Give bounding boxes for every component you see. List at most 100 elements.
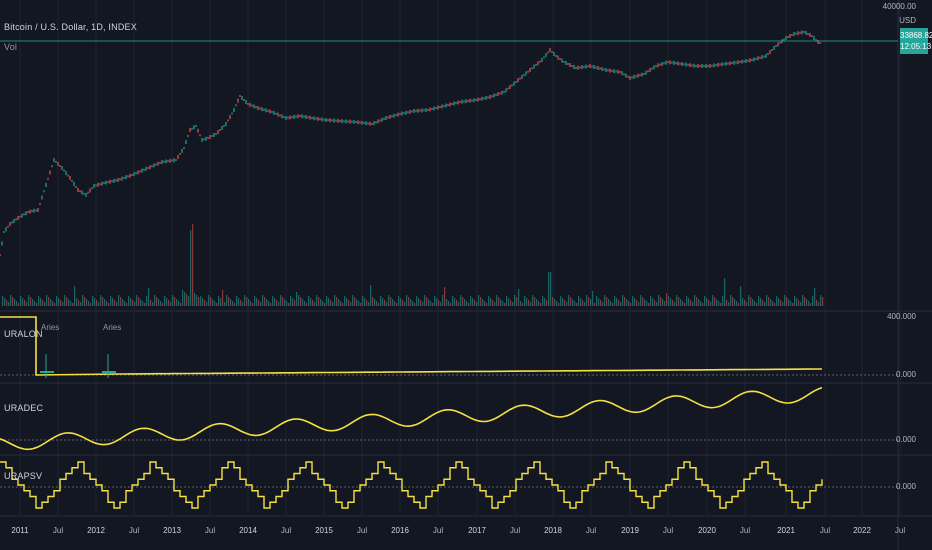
volume-bar (256, 298, 258, 306)
time-axis-label: 2022 (853, 526, 871, 535)
volume-bar (642, 297, 644, 306)
volume-bar (486, 303, 488, 306)
volume-bar (324, 303, 326, 306)
volume-bar (228, 297, 230, 306)
volume-bar (70, 301, 72, 306)
volume-bar (364, 298, 366, 306)
volume-bar (578, 296, 580, 306)
volume-bar (140, 299, 142, 306)
volume-bar (406, 295, 408, 306)
volume-bar (792, 303, 794, 306)
indicator-label-uralon[interactable]: URALON (4, 329, 43, 339)
volume-bar (96, 300, 98, 306)
volume-bar (304, 301, 306, 306)
volume-bar (158, 299, 160, 306)
volume-bar (222, 290, 224, 306)
volume-bar (636, 300, 638, 306)
volume-bar (384, 300, 386, 306)
volume-bar (616, 298, 618, 306)
volume-bar (124, 301, 126, 306)
volume-bar (436, 298, 438, 306)
volume-bar (136, 295, 138, 306)
volume-bar (248, 299, 250, 306)
volume-bar (422, 302, 424, 306)
volume-bar (662, 299, 664, 306)
volume-bar (348, 300, 350, 306)
volume-bar (790, 301, 792, 306)
volume-bar (562, 298, 564, 306)
volume-bar (428, 299, 430, 306)
volume-bar (620, 302, 622, 306)
volume-bar (712, 295, 714, 306)
volume-bar (280, 295, 282, 306)
indicator-label-uradec[interactable]: URADEC (4, 403, 44, 413)
volume-bar (242, 302, 244, 306)
volume-bar (808, 301, 810, 306)
symbol-title[interactable]: Bitcoin / U.S. Dollar, 1D, INDEX (4, 22, 137, 32)
volume-label[interactable]: Vol (4, 42, 18, 52)
volume-bar (76, 298, 78, 306)
volume-bar (582, 300, 584, 306)
volume-bar (90, 303, 92, 306)
volume-bar (330, 300, 332, 306)
volume-bar (94, 298, 96, 306)
volume-bar (318, 297, 320, 306)
volume-bar (816, 300, 818, 306)
volume-bar (716, 299, 718, 306)
volume-bar (152, 302, 154, 306)
volume-bar (28, 295, 30, 306)
volume-bar (714, 297, 716, 306)
volume-bar (820, 295, 822, 306)
volume-bar (284, 299, 286, 306)
volume-bar (456, 300, 458, 306)
volume-bar (46, 295, 48, 306)
volume-bar (184, 292, 186, 306)
time-axis-label: 2011 (11, 526, 29, 535)
volume-bar (660, 297, 662, 306)
volume-bar (682, 301, 684, 306)
volume-bar (702, 303, 704, 306)
volume-bar (608, 299, 610, 306)
time-axis-label: 2014 (239, 526, 257, 535)
volume-bar (44, 302, 46, 306)
volume-bar (254, 296, 256, 306)
volume-bar (22, 298, 24, 306)
volume-bar (510, 300, 512, 306)
volume-bar (108, 303, 110, 306)
volume-bar (224, 302, 226, 306)
volume-bar (460, 295, 462, 306)
volume-bar (258, 300, 260, 306)
volume-bar (14, 299, 16, 306)
volume-bar (350, 302, 352, 306)
volume-bar (720, 303, 722, 306)
volume-bar (416, 296, 418, 306)
time-axis-label: Jul (894, 526, 906, 535)
volume-bar (410, 299, 412, 306)
volume-bar (32, 299, 34, 306)
volume-bar (2, 296, 4, 306)
volume-bar (734, 299, 736, 306)
volume-bar (450, 303, 452, 306)
volume-bar (452, 296, 454, 306)
volume-bar (260, 302, 262, 306)
volume-bar (414, 303, 416, 306)
aries-marker-label[interactable]: Aries (103, 323, 122, 332)
aries-marker-label[interactable]: Aries (41, 323, 60, 332)
indicator-label-urapsv[interactable]: URAPSV (4, 471, 43, 481)
volume-bar (176, 299, 178, 306)
indicator-lines (0, 316, 898, 509)
volume-bar (798, 300, 800, 306)
volume-bar (580, 298, 582, 306)
time-axis-label: 2017 (468, 526, 486, 535)
volume-bar (492, 300, 494, 306)
volume-bar (270, 303, 272, 306)
volume-bar (724, 278, 726, 306)
volume-bar (638, 302, 640, 306)
volume-bar (264, 297, 266, 306)
volume-bar (400, 298, 402, 306)
volume-bar (344, 296, 346, 306)
volume-bar (730, 295, 732, 306)
volume-bar (262, 295, 264, 306)
volume-bar (548, 272, 550, 306)
